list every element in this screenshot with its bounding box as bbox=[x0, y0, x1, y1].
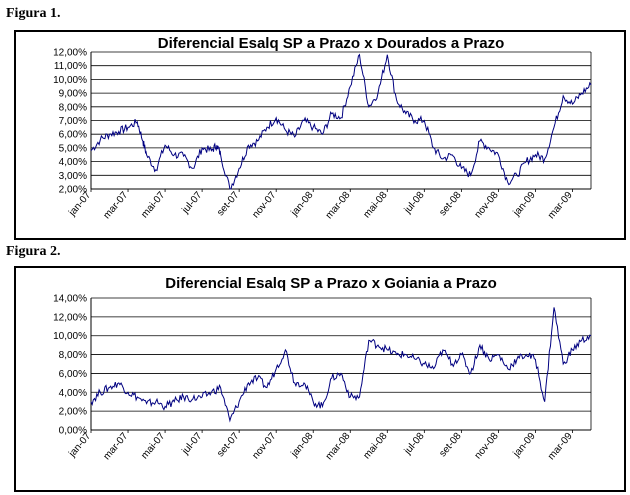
x-tick-label: jan-09 bbox=[511, 431, 538, 460]
x-tick-label: jul-07 bbox=[180, 190, 205, 217]
x-tick-label: mar-07 bbox=[102, 431, 131, 463]
x-tick-label: set-08 bbox=[437, 190, 464, 219]
x-tick-label: nov-08 bbox=[473, 190, 501, 221]
y-tick-label: 9,00% bbox=[59, 89, 87, 100]
y-tick-label: 2,00% bbox=[59, 407, 87, 418]
figure-1-label: Figura 1. bbox=[6, 6, 61, 21]
y-tick-label: 10,00% bbox=[53, 75, 87, 86]
y-tick-label: 10,00% bbox=[53, 331, 87, 342]
x-tick-label: mai-08 bbox=[362, 190, 390, 221]
y-tick-label: 4,00% bbox=[59, 388, 87, 399]
series-line bbox=[90, 53, 592, 190]
y-tick-label: 3,00% bbox=[59, 171, 87, 182]
chart-panel-2: Diferencial Esalq SP a Prazo x Goiania a… bbox=[14, 266, 626, 492]
chart-2: Diferencial Esalq SP a Prazo x Goiania a… bbox=[53, 275, 592, 463]
y-tick-label: 8,00% bbox=[59, 102, 87, 113]
x-tick-label: jul-08 bbox=[402, 431, 427, 458]
y-tick-label: 8,00% bbox=[59, 350, 87, 361]
x-tick-label: mar-07 bbox=[102, 190, 131, 222]
x-tick-label: nov-07 bbox=[250, 190, 278, 221]
x-tick-label: jul-08 bbox=[402, 190, 427, 217]
y-tick-label: 0,00% bbox=[59, 426, 87, 437]
x-tick-label: mai-08 bbox=[362, 431, 390, 462]
x-tick-label: mar-08 bbox=[324, 431, 353, 463]
x-tick-label: mai-07 bbox=[139, 190, 167, 221]
y-tick-label: 4,00% bbox=[59, 157, 87, 168]
y-tick-label: 2,00% bbox=[59, 185, 87, 196]
x-tick-label: jul-07 bbox=[180, 431, 205, 458]
y-tick-label: 14,00% bbox=[53, 294, 87, 305]
chart-panel-1: Diferencial Esalq SP a Prazo x Dourados … bbox=[14, 30, 626, 240]
chart-title: Diferencial Esalq SP a Prazo x Goiania a… bbox=[165, 275, 497, 292]
figure-2-label: Figura 2. bbox=[6, 244, 61, 259]
x-tick-label: jan-08 bbox=[289, 431, 316, 460]
x-tick-label: mai-07 bbox=[139, 431, 167, 462]
y-tick-label: 12,00% bbox=[53, 48, 87, 59]
chart-title: Diferencial Esalq SP a Prazo x Dourados … bbox=[158, 35, 505, 52]
x-tick-label: jan-09 bbox=[511, 190, 538, 219]
y-tick-label: 6,00% bbox=[59, 130, 87, 141]
x-tick-label: set-07 bbox=[215, 431, 242, 460]
x-tick-label: mar-08 bbox=[324, 190, 353, 222]
y-tick-label: 11,00% bbox=[54, 61, 87, 72]
y-tick-label: 7,00% bbox=[59, 116, 87, 127]
x-tick-label: nov-08 bbox=[473, 431, 501, 462]
x-tick-label: mar-09 bbox=[546, 431, 575, 463]
x-tick-label: jan-08 bbox=[289, 190, 316, 219]
series-line bbox=[90, 307, 592, 423]
x-tick-label: nov-07 bbox=[250, 431, 278, 462]
x-tick-label: set-08 bbox=[437, 431, 464, 460]
x-tick-label: set-07 bbox=[215, 190, 242, 219]
chart-1: Diferencial Esalq SP a Prazo x Dourados … bbox=[53, 35, 592, 222]
y-tick-label: 5,00% bbox=[59, 143, 87, 154]
y-tick-label: 12,00% bbox=[53, 312, 87, 323]
x-tick-label: mar-09 bbox=[546, 190, 575, 222]
y-tick-label: 6,00% bbox=[59, 369, 87, 380]
